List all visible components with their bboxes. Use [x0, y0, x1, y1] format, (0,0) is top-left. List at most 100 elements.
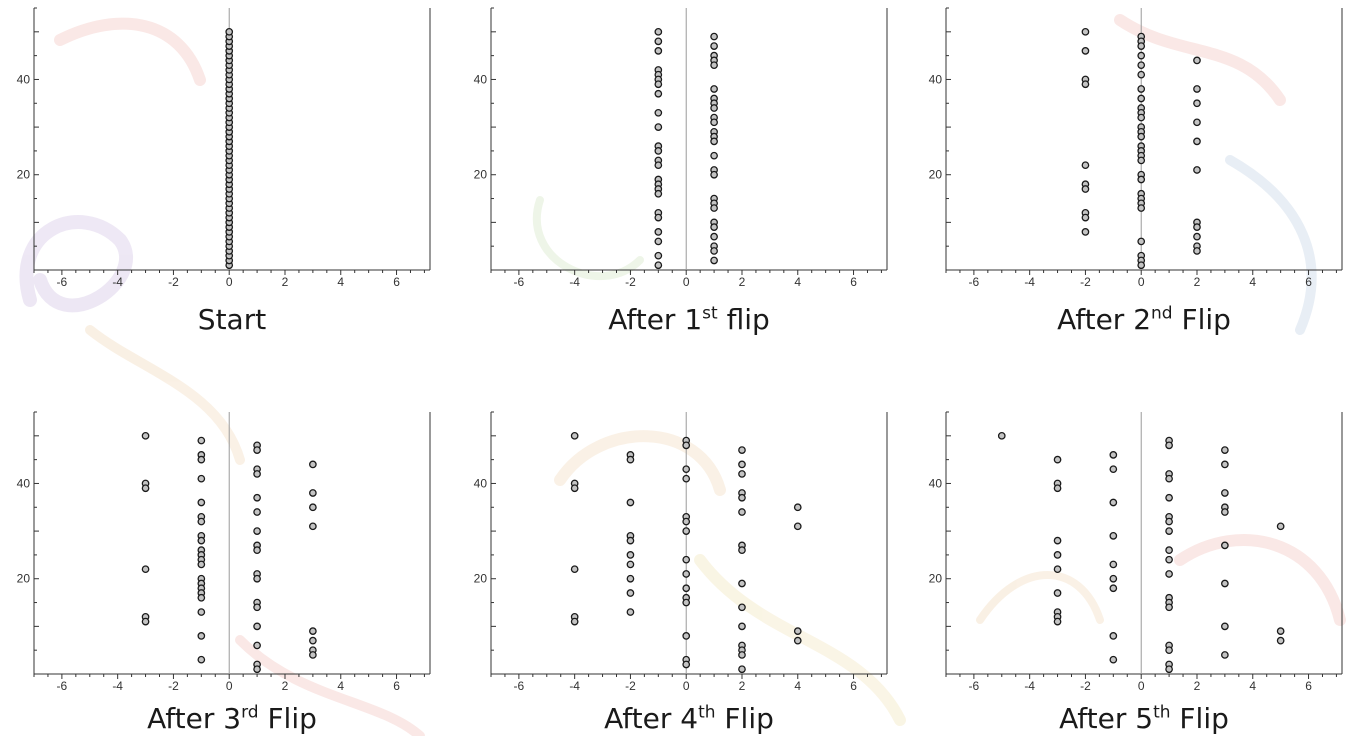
data-point [197, 536, 206, 545]
data-point [1137, 261, 1146, 270]
panel-after-3rd-flip: -6 -4 -2 0 2 4 6 20 40 [17, 409, 432, 693]
data-point [309, 503, 317, 512]
data-point [1165, 546, 1173, 554]
scatter-chart-after-4th-flip: -6 -4 -2 0 2 4 6 20 40 [474, 411, 888, 693]
data-point [1193, 137, 1201, 146]
data-point [710, 223, 718, 231]
x-tick-label: 4 [1249, 275, 1256, 289]
data-point [570, 565, 579, 574]
caption-text: After 4 [604, 702, 699, 735]
data-point [253, 446, 261, 454]
x-tick-label: 6 [1305, 679, 1312, 693]
data-point [1137, 70, 1146, 79]
data-point [626, 551, 635, 559]
x-tick-label: 4 [794, 679, 801, 693]
data-point [1137, 132, 1146, 141]
data-point [1053, 617, 1062, 626]
y-tick-label: 20 [17, 168, 31, 182]
data-point [654, 161, 663, 170]
x-tick-label: 0 [683, 275, 690, 289]
x-tick-label: 6 [393, 679, 400, 693]
y-tick-label: 20 [17, 572, 31, 586]
data-point [197, 517, 206, 526]
data-point [570, 617, 579, 626]
x-tick-label: -6 [969, 275, 980, 289]
data-point [654, 80, 663, 89]
data-point [1109, 532, 1118, 540]
data-point [1193, 56, 1201, 65]
data-point [793, 503, 802, 512]
x-tick-label: 6 [850, 679, 857, 693]
data-point [1137, 113, 1146, 122]
caption-text: After 5 [1059, 702, 1154, 735]
y-tick-label: 40 [17, 72, 31, 86]
data-point [1221, 508, 1229, 516]
data-point [682, 598, 691, 607]
data-point [570, 484, 579, 493]
data-point [710, 118, 718, 127]
data-point [197, 593, 206, 602]
x-tick-label: -4 [569, 275, 580, 289]
data-point [1137, 51, 1146, 60]
data-point [793, 522, 802, 531]
caption-start: Start [32, 303, 432, 337]
data-point [1165, 603, 1173, 612]
x-tick-label: -4 [1024, 679, 1035, 693]
data-point [1081, 80, 1090, 89]
caption-after-1st-flip: After 1st flip [489, 303, 889, 337]
data-point [682, 584, 691, 593]
data-point [1165, 441, 1173, 450]
caption-after-5th-flip: After 5th Flip [944, 702, 1344, 736]
data-point [253, 470, 261, 478]
data-point [710, 42, 718, 50]
caption-after-3rd-flip: After 3rd Flip [32, 702, 432, 736]
data-point [738, 579, 746, 588]
data-point [738, 651, 746, 659]
caption-superscript: th [698, 702, 716, 723]
data-point [1109, 498, 1118, 507]
data-point [738, 470, 746, 478]
data-point [654, 47, 663, 55]
x-tick-label: -6 [57, 679, 68, 693]
data-point [738, 603, 746, 612]
data-point [225, 27, 234, 36]
data-point [654, 89, 663, 98]
data-point [1221, 446, 1229, 454]
data-point [1137, 42, 1146, 50]
data-point [253, 493, 261, 502]
data-point [710, 170, 718, 179]
data-point [654, 27, 663, 36]
x-tick-label: 0 [226, 679, 233, 693]
data-point [1137, 61, 1146, 70]
caption-superscript: nd [1151, 303, 1173, 324]
caption-superscript: th [1153, 702, 1171, 723]
data-point [253, 546, 261, 554]
data-point [738, 460, 746, 469]
x-tick-label: 6 [393, 275, 400, 289]
data-point [1053, 536, 1062, 545]
data-point [738, 508, 746, 516]
data-point [1081, 47, 1090, 55]
data-point [1165, 474, 1173, 483]
y-tick-label: 40 [474, 476, 488, 490]
data-point [1276, 636, 1285, 645]
data-point [654, 123, 663, 131]
data-point [1221, 489, 1229, 497]
data-point [626, 589, 635, 597]
data-point [1053, 484, 1062, 493]
data-point [793, 627, 802, 635]
x-tick-label: 6 [850, 275, 857, 289]
data-point [197, 498, 206, 507]
data-point [1193, 223, 1201, 231]
panel-after-1st-flip: -6 -4 -2 0 2 4 6 20 40 [474, 5, 889, 289]
x-tick-label: -4 [1024, 275, 1035, 289]
data-point [1081, 161, 1090, 170]
data-point [710, 204, 718, 212]
x-tick-label: -6 [57, 275, 68, 289]
data-point [738, 622, 746, 631]
data-point [654, 213, 663, 222]
panel-after-4th-flip: -6 -4 -2 0 2 4 6 20 40 [474, 409, 889, 693]
data-point [682, 441, 691, 450]
x-tick-label: 0 [1138, 679, 1145, 693]
y-tick-label: 20 [929, 572, 943, 586]
